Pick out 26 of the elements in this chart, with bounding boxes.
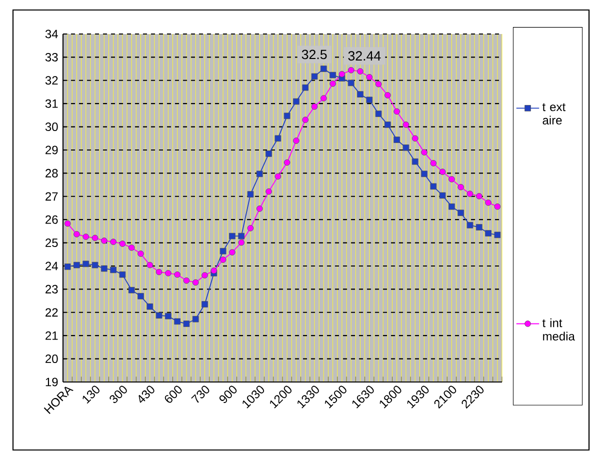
y-tick-label: 22 xyxy=(46,308,58,317)
y-tick-label: 24 xyxy=(46,262,58,270)
y-tick-label: 20 xyxy=(46,354,58,364)
x-tick-label: 300 xyxy=(110,386,127,404)
y-tick-label: 25 xyxy=(46,238,58,248)
data-label: 32.5 xyxy=(302,50,327,60)
legend-label: t int media xyxy=(542,318,575,341)
legend-label: t ext aire xyxy=(542,103,566,125)
y-tick-label: 27 xyxy=(46,192,58,201)
y-tick-label: 34 xyxy=(45,30,58,38)
y-tick-label: 21 xyxy=(46,331,58,340)
y-tick-label: 33 xyxy=(45,52,58,62)
y-tick-label: 30 xyxy=(45,122,58,132)
data-label: 32.44 xyxy=(348,51,381,61)
y-tick-label: 28 xyxy=(46,168,58,178)
x-tick-label: 130 xyxy=(82,386,100,404)
y-tick-label: 23 xyxy=(46,284,58,294)
y-tick-label: 31 xyxy=(45,99,58,108)
x-tick-label: 430 xyxy=(138,386,154,403)
y-tick-label: 32 xyxy=(45,76,58,85)
y-tick-label: 19 xyxy=(46,378,58,386)
x-tick-label: 730 xyxy=(191,386,210,403)
x-tick-label: 900 xyxy=(219,386,237,404)
y-tick-label: 26 xyxy=(46,215,58,224)
y-tick-label: 29 xyxy=(46,146,58,154)
x-tick-label: 600 xyxy=(164,386,182,403)
